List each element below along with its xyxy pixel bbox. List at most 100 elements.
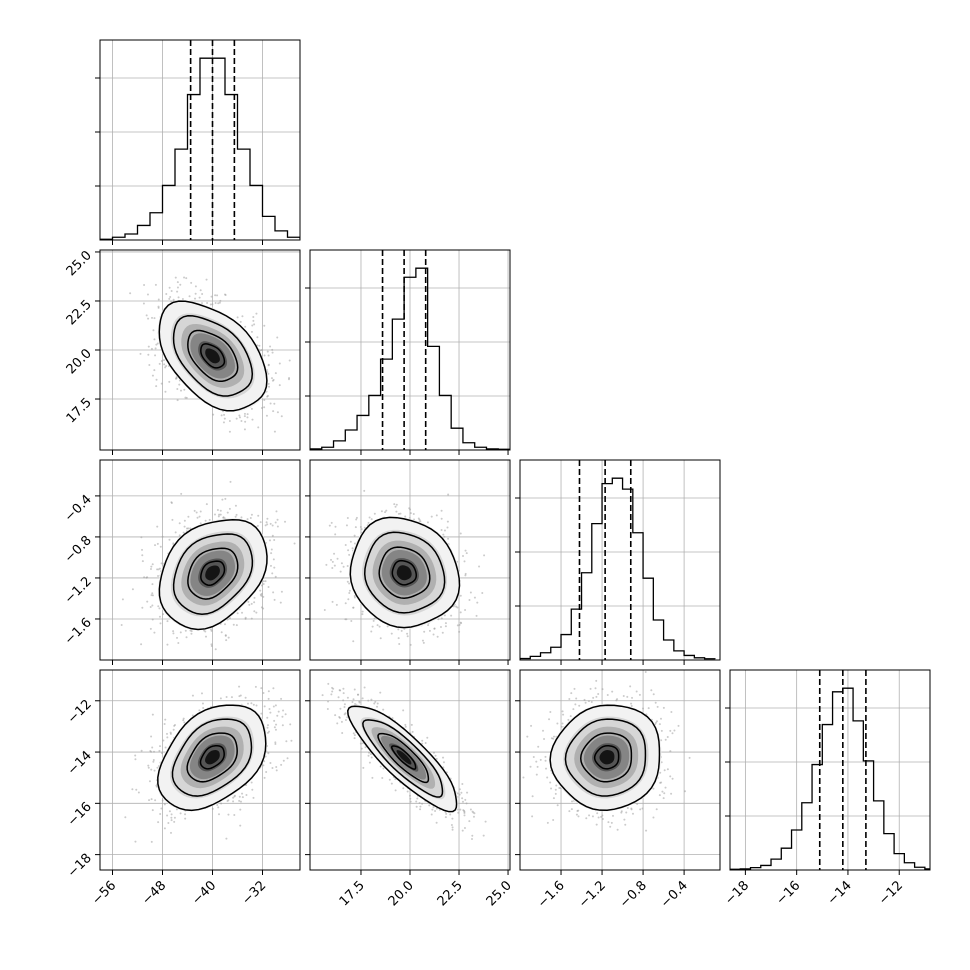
scatter-point xyxy=(145,314,148,317)
scatter-point xyxy=(349,540,352,543)
scatter-point xyxy=(669,750,672,753)
scatter-point xyxy=(344,718,347,721)
scatter-point xyxy=(221,498,224,501)
scatter-point xyxy=(217,806,220,809)
scatter-point xyxy=(333,564,336,567)
density-region xyxy=(599,750,615,765)
scatter-point xyxy=(355,518,358,521)
scatter-point xyxy=(229,480,232,483)
scatter-point xyxy=(260,606,263,609)
scatter-point xyxy=(658,723,661,726)
scatter-point xyxy=(266,726,269,729)
scatter-point xyxy=(471,834,474,837)
scatter-point xyxy=(397,628,400,631)
scatter-point xyxy=(435,757,438,760)
scatter-point xyxy=(184,629,187,632)
scatter-point xyxy=(183,721,186,724)
scatter-point xyxy=(270,377,273,380)
y-tick-label: −1.2 xyxy=(62,574,95,607)
scatter-point xyxy=(273,566,276,569)
scatter-point xyxy=(167,821,170,824)
scatter-point xyxy=(330,693,333,696)
scatter-point xyxy=(176,399,179,402)
scatter-point xyxy=(275,769,278,772)
scatter-point xyxy=(228,507,231,510)
contour-line xyxy=(171,718,253,797)
scatter-point xyxy=(404,725,407,728)
scatter-point xyxy=(451,828,454,831)
scatter-point xyxy=(165,732,168,735)
scatter-point xyxy=(158,615,161,618)
scatter-point xyxy=(246,518,249,521)
scatter-point xyxy=(271,534,274,537)
scatter-point xyxy=(271,572,274,575)
scatter-point xyxy=(548,718,551,721)
scatter-point xyxy=(255,704,258,707)
scatter-point xyxy=(280,697,283,700)
scatter-point xyxy=(281,724,284,727)
scatter-point xyxy=(346,580,349,583)
scatter-point xyxy=(624,823,627,826)
scatter-point xyxy=(652,816,655,819)
scatter-point xyxy=(266,517,269,520)
scatter-point xyxy=(340,562,343,565)
scatter-point xyxy=(529,765,532,768)
scatter-point xyxy=(268,708,271,711)
scatter-point xyxy=(430,515,433,518)
scatter-point xyxy=(158,607,161,610)
scatter-point xyxy=(267,364,270,367)
scatter-panel xyxy=(310,460,510,660)
scatter-point xyxy=(544,759,547,762)
scatter-point xyxy=(616,828,619,831)
scatter-point xyxy=(151,618,154,621)
scatter-point xyxy=(210,628,213,631)
scatter-point xyxy=(150,798,153,801)
scatter-point xyxy=(346,696,349,699)
scatter-point xyxy=(190,630,193,633)
scatter-point xyxy=(348,553,351,556)
scatter-point xyxy=(284,713,287,716)
x-tick-label: −1.6 xyxy=(535,878,568,911)
scatter-point xyxy=(463,814,466,817)
scatter-point xyxy=(182,719,185,722)
scatter-point xyxy=(246,413,249,416)
scatter-point xyxy=(146,600,149,603)
scatter-point xyxy=(274,743,277,746)
x-tick-label: −14 xyxy=(825,878,855,908)
scatter-point xyxy=(184,813,187,816)
scatter-point xyxy=(244,325,247,328)
scatter-point xyxy=(184,817,187,820)
scatter-point xyxy=(168,286,171,289)
scatter-point xyxy=(228,430,231,433)
scatter-point xyxy=(595,695,598,698)
scatter-point xyxy=(446,520,449,523)
scatter-point xyxy=(154,799,157,802)
scatter-point xyxy=(630,702,633,705)
contour-line xyxy=(187,329,239,383)
scatter-point xyxy=(264,524,267,527)
scatter-point xyxy=(180,492,183,495)
scatter-point xyxy=(257,426,260,429)
scatter-point xyxy=(458,623,461,626)
scatter-point xyxy=(384,511,387,514)
scatter-point xyxy=(659,771,662,774)
scatter-point xyxy=(664,786,667,789)
scatter-point xyxy=(265,414,268,417)
scatter-point xyxy=(224,623,227,626)
scatter-point xyxy=(252,796,255,799)
scatter-point xyxy=(585,817,588,820)
scatter-point xyxy=(155,784,158,787)
histogram-series xyxy=(520,477,716,660)
scatter-point xyxy=(250,781,253,784)
scatter-point xyxy=(355,516,358,519)
scatter-point xyxy=(340,720,343,723)
scatter-point xyxy=(146,576,149,579)
panel-frame xyxy=(729,669,931,871)
scatter-point xyxy=(293,542,296,545)
scatter-point xyxy=(345,524,348,527)
scatter-point xyxy=(372,619,375,622)
scatter-point xyxy=(199,522,202,525)
x-tick-label: −0.4 xyxy=(658,878,691,911)
scatter-point xyxy=(210,629,213,632)
scatter-point xyxy=(357,693,360,696)
